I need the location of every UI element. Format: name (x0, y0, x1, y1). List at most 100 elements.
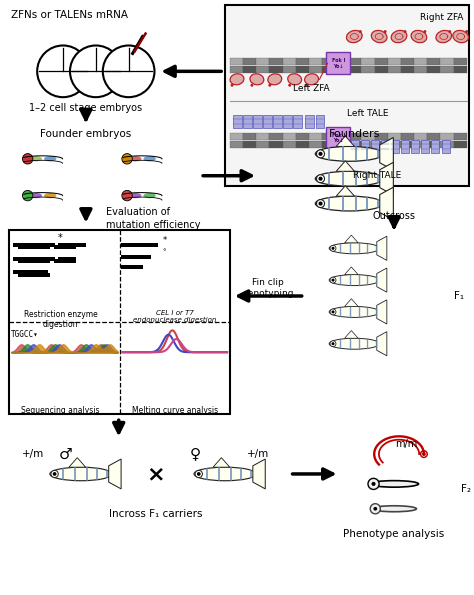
Circle shape (103, 45, 155, 97)
Bar (296, 58, 309, 65)
Circle shape (330, 245, 336, 251)
Bar (243, 115, 252, 128)
Text: Evaluation of
mutation efficiency: Evaluation of mutation efficiency (106, 207, 201, 230)
Bar (243, 58, 256, 65)
Text: Right ZFA: Right ZFA (420, 13, 464, 22)
Circle shape (359, 30, 362, 33)
Bar (54, 259, 76, 263)
Circle shape (448, 30, 451, 33)
Polygon shape (69, 458, 86, 467)
Polygon shape (345, 267, 358, 275)
Ellipse shape (268, 74, 282, 85)
Polygon shape (336, 136, 355, 146)
Bar (401, 133, 414, 140)
Bar (421, 140, 429, 153)
Ellipse shape (315, 146, 383, 161)
Circle shape (331, 342, 335, 345)
Bar (121, 243, 158, 248)
Bar (440, 67, 454, 73)
FancyBboxPatch shape (327, 52, 350, 74)
Ellipse shape (305, 74, 319, 85)
Ellipse shape (315, 171, 383, 186)
Text: Incross F₁ carriers: Incross F₁ carriers (109, 509, 202, 519)
Bar (270, 58, 283, 65)
Bar (305, 115, 313, 128)
Ellipse shape (453, 30, 468, 43)
Polygon shape (213, 458, 230, 467)
Polygon shape (380, 162, 393, 195)
Polygon shape (253, 459, 265, 489)
Bar (411, 140, 419, 153)
Circle shape (230, 84, 234, 87)
Bar (9, 230, 230, 414)
Bar (316, 115, 325, 128)
Bar (121, 265, 143, 269)
Ellipse shape (329, 306, 380, 317)
Polygon shape (109, 459, 121, 489)
Bar (454, 133, 466, 140)
Circle shape (422, 452, 426, 456)
Polygon shape (345, 299, 358, 306)
Circle shape (370, 504, 380, 514)
Bar (263, 115, 272, 128)
Text: Fok I
Yo↓: Fok I Yo↓ (332, 133, 345, 143)
Polygon shape (377, 331, 387, 356)
Bar (427, 67, 440, 73)
Circle shape (330, 277, 336, 283)
Bar (335, 141, 348, 148)
Text: ♀: ♀ (190, 447, 201, 462)
Polygon shape (345, 331, 358, 338)
Circle shape (317, 199, 325, 208)
Bar (348, 133, 362, 140)
Circle shape (51, 470, 58, 478)
Ellipse shape (315, 196, 383, 211)
Bar (374, 133, 388, 140)
Circle shape (331, 311, 335, 314)
Bar (454, 67, 466, 73)
Bar (401, 140, 409, 153)
Bar (309, 141, 322, 148)
Bar (230, 133, 243, 140)
Bar (270, 141, 283, 148)
Circle shape (423, 30, 427, 33)
Ellipse shape (411, 30, 427, 43)
Text: Restriction enzyme
digestion: Restriction enzyme digestion (24, 310, 98, 329)
Ellipse shape (436, 30, 452, 43)
Bar (401, 67, 414, 73)
Bar (362, 67, 374, 73)
Bar (362, 58, 374, 65)
Text: Founder embryos: Founder embryos (40, 129, 131, 139)
Bar (322, 67, 335, 73)
Bar (388, 58, 401, 65)
Bar (309, 133, 322, 140)
Bar (233, 115, 242, 128)
Text: m/m: m/m (395, 439, 417, 449)
Bar (391, 140, 399, 153)
Bar (388, 133, 401, 140)
Bar (283, 141, 296, 148)
Bar (374, 67, 388, 73)
Text: Right TALE: Right TALE (353, 171, 401, 180)
Polygon shape (377, 268, 387, 292)
Text: Melting curve analysis: Melting curve analysis (132, 406, 218, 415)
Ellipse shape (370, 481, 419, 487)
Bar (440, 141, 454, 148)
Bar (243, 133, 256, 140)
Circle shape (195, 470, 202, 478)
Bar (309, 58, 322, 65)
Text: Outcross: Outcross (373, 211, 416, 221)
Bar (283, 58, 296, 65)
Ellipse shape (30, 193, 42, 198)
Circle shape (22, 154, 33, 164)
Text: ×: × (146, 464, 165, 484)
Ellipse shape (129, 156, 141, 161)
Text: Sequencing analysis: Sequencing analysis (21, 406, 100, 415)
Circle shape (37, 45, 89, 97)
Bar (283, 133, 296, 140)
Text: +/m: +/m (247, 449, 269, 459)
Bar (225, 5, 469, 186)
Text: Fok I
Yo↓: Fok I Yo↓ (332, 58, 345, 69)
Polygon shape (380, 137, 393, 170)
Circle shape (331, 278, 335, 281)
Circle shape (330, 341, 336, 347)
